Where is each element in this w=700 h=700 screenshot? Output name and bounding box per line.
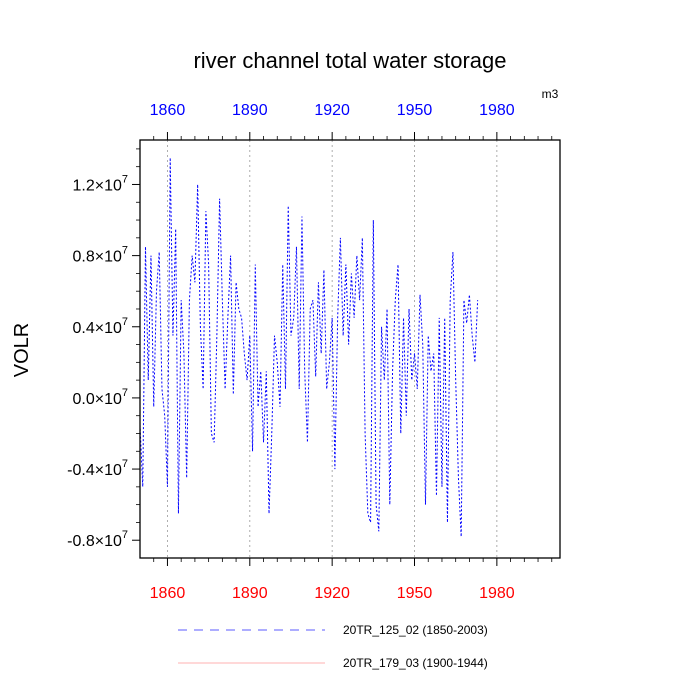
axis-ticks: 1860 1860 1890 1890 1920 1920 1950 1950 1980 1980…	[67, 102, 553, 602]
units-label: m3	[542, 87, 559, 101]
x-tick-label-top: 1980	[479, 102, 515, 119]
x-tick-label-bottom: 1890	[232, 585, 268, 602]
x-tick-label-top: 1890	[232, 102, 268, 119]
y-tick-label: 1.2×107	[72, 173, 128, 194]
y-tick-label: -0.4×107	[67, 458, 128, 479]
x-tick-label-bottom: 1980	[479, 585, 515, 602]
plot-frame	[139, 139, 561, 559]
y-tick-label: -0.8×107	[67, 529, 128, 550]
y-tick-label: 0.8×107	[72, 245, 128, 266]
y-tick-label: 0.4×107	[72, 316, 128, 337]
series-layer	[139, 157, 479, 537]
y-tick-label: 0.0×107	[72, 387, 128, 408]
x-tick-label-bottom: 1860	[150, 585, 186, 602]
y-axis-label: VOLR	[11, 323, 33, 377]
x-tick-label-top: 1860	[150, 102, 186, 119]
x-tick-label-bottom: 1950	[397, 585, 433, 602]
chart-title: river channel total water storage	[193, 48, 506, 73]
x-tick-label-bottom: 1920	[314, 585, 350, 602]
legend-label-1: 20TR_179_03 (1900-1944)	[343, 656, 488, 670]
legend-label-0: 20TR_125_02 (1850-2003)	[343, 623, 488, 637]
x-tick-label-top: 1950	[397, 102, 433, 119]
legend: 20TR_125_02 (1850-2003) 20TR_179_03 (1900…	[178, 623, 488, 670]
x-tick-label-top: 1920	[314, 102, 350, 119]
series-line-0	[139, 157, 479, 537]
